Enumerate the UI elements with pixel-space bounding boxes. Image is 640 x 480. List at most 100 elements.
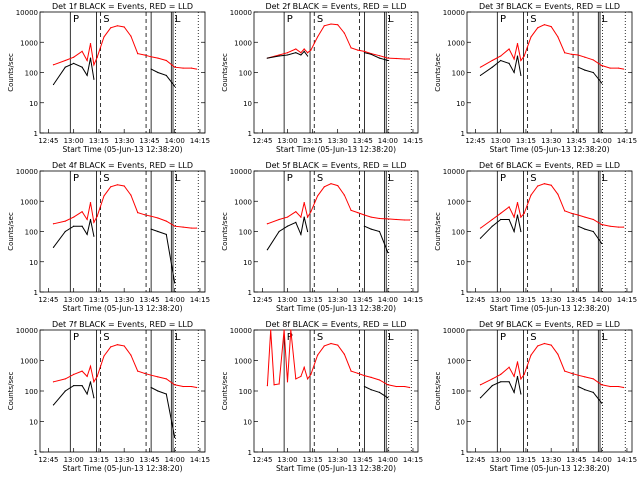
region-label-post: L (388, 14, 394, 25)
y-axis-label: Counts/sec (221, 372, 229, 411)
data-point (577, 374, 579, 376)
data-point (337, 344, 339, 346)
region-label-saa: S (530, 332, 536, 343)
x-tick-label: 14:00 (378, 456, 398, 464)
x-tick-label: 13:00 (64, 456, 84, 464)
data-point (577, 54, 579, 56)
y-tick-label: 10000 (230, 9, 252, 17)
y-tick-label: 100 (25, 70, 38, 78)
y-tick-label: 10 (29, 259, 38, 267)
data-point (73, 225, 75, 227)
data-point (96, 375, 98, 378)
data-point (357, 49, 359, 51)
data-point (516, 361, 519, 363)
data-point (93, 221, 95, 223)
region-label-saa: S (530, 173, 536, 184)
panel-det-6: Det 6f BLACK = Events, RED = LLD P S L 1 10 10… (434, 161, 637, 313)
y-tick-label: 10 (243, 259, 252, 267)
data-point (523, 373, 525, 376)
series-line-lld (480, 183, 624, 229)
data-point (601, 402, 603, 404)
y-tick-label: 10 (456, 419, 465, 427)
data-point (143, 214, 145, 216)
x-tick-label: 13:15 (89, 296, 109, 304)
data-point (150, 374, 152, 376)
data-point (278, 230, 280, 233)
y-tick-label: 1000 (234, 198, 252, 206)
y-tick-label: 100 (25, 229, 38, 237)
data-point (508, 206, 510, 208)
data-point (96, 56, 98, 58)
x-tick-label: 13:45 (353, 296, 373, 304)
data-point (479, 384, 482, 386)
data-point (174, 436, 176, 439)
data-point (378, 391, 381, 393)
data-point (303, 48, 305, 50)
x-tick-label: 13:15 (89, 137, 109, 145)
region-label-post: L (388, 332, 394, 343)
data-point (52, 83, 55, 86)
data-point (93, 64, 95, 66)
data-point (93, 381, 95, 383)
data-point (64, 220, 66, 222)
series-line-lld (266, 329, 410, 388)
x-tick-label: 13:15 (516, 456, 536, 464)
data-point (93, 235, 95, 237)
data-point (601, 242, 603, 245)
data-point (266, 249, 268, 251)
data-point (479, 66, 482, 68)
y-tick-label: 10 (29, 419, 38, 427)
y-tick-label: 1 (34, 449, 38, 457)
x-tick-label: 14:00 (378, 296, 398, 304)
data-point (182, 67, 184, 69)
y-tick-label: 1 (461, 289, 465, 297)
y-tick-label: 1 (461, 449, 465, 457)
data-point (577, 225, 579, 227)
data-point (89, 381, 92, 383)
data-point (516, 43, 519, 45)
data-point (622, 68, 625, 70)
data-point (174, 85, 176, 87)
x-tick-label: 12:45 (252, 456, 272, 464)
data-point (513, 58, 515, 60)
y-tick-label: 100 (239, 229, 252, 237)
x-tick-label: 13:00 (277, 296, 297, 304)
x-tick-label: 13:30 (328, 456, 348, 464)
data-point (617, 67, 620, 69)
data-point (143, 372, 145, 374)
y-tick-label: 1 (248, 130, 252, 138)
data-point (190, 385, 193, 388)
data-point (350, 209, 352, 211)
x-axis-label: Start Time (05-Jun-13 12:38:20) (276, 304, 396, 313)
x-tick-label: 14:00 (165, 456, 185, 464)
data-point (300, 52, 302, 54)
panel-title: Det 7f BLACK = Events, RED = LLD (52, 320, 193, 329)
x-tick-label: 13:15 (302, 137, 322, 145)
data-point (479, 237, 482, 239)
x-tick-label: 13:30 (541, 137, 561, 145)
y-tick-label: 10000 (443, 168, 465, 176)
y-tick-label: 10 (29, 100, 38, 108)
data-point (316, 36, 319, 38)
data-point (64, 59, 66, 62)
data-point (157, 71, 159, 74)
data-point (116, 184, 119, 186)
data-point (283, 329, 285, 331)
data-point (103, 36, 105, 38)
data-point (617, 226, 620, 228)
region-label-saa: S (103, 14, 109, 25)
data-point (395, 57, 397, 60)
y-tick-label: 1 (34, 130, 38, 138)
data-point (520, 378, 522, 380)
data-point (557, 353, 559, 355)
data-point (479, 227, 482, 229)
data-point (110, 27, 112, 29)
series-line-lld (53, 25, 197, 70)
region-label-pre: P (287, 332, 293, 343)
x-tick-label: 13:15 (302, 296, 322, 304)
data-point (601, 82, 603, 84)
region-label-post: L (175, 173, 181, 184)
data-point (273, 384, 275, 386)
y-axis-label: Counts/sec (7, 53, 15, 92)
data-point (306, 216, 309, 218)
